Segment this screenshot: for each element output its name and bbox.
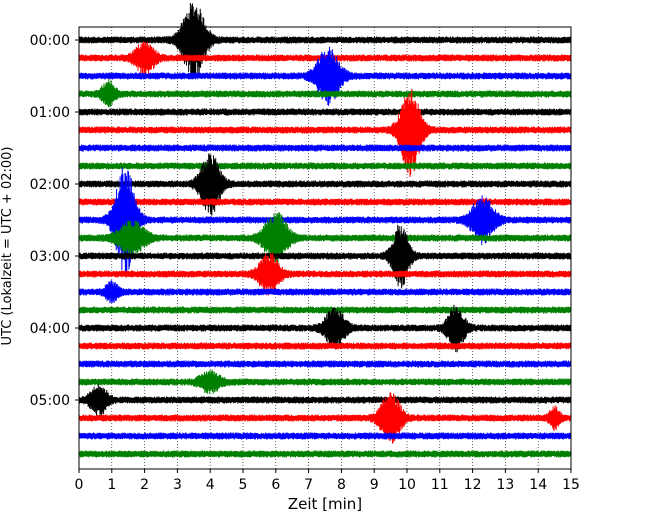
trace-0515: [78, 392, 572, 444]
trace-0315: [78, 253, 572, 296]
trace-0500: [78, 384, 572, 418]
y-tick-label: 02:00: [30, 177, 70, 193]
trace-0230: [78, 167, 572, 275]
x-tick-label: 14: [529, 477, 547, 493]
x-tick-label: 1: [107, 477, 116, 493]
x-axis-label: Zeit [min]: [288, 495, 362, 513]
x-ticks: 0 1 2 3 4 5 6 7 8 9 10 11 12 13 14 15: [75, 469, 580, 493]
y-ticks: 00:00 01:00 02:00 03:00 04:00 05:00: [30, 33, 79, 409]
trace-0430: [78, 360, 572, 368]
y-axis-label: UTC (Lokalzeit = UTC + 02:00): [0, 147, 15, 346]
trace-0400: [78, 304, 572, 353]
trace-0300: [78, 224, 572, 289]
trace-0445: [78, 369, 572, 394]
x-tick-label: 12: [464, 477, 482, 493]
trace-0245: [78, 212, 572, 264]
x-tick-label: 9: [370, 477, 379, 493]
trace-0545: [78, 450, 572, 458]
x-tick-label: 4: [206, 477, 215, 493]
trace-0415: [78, 342, 572, 350]
x-tick-label: 11: [431, 477, 449, 493]
y-tick-label: 01:00: [30, 105, 70, 121]
x-tick-label: 3: [173, 477, 182, 493]
x-tick-label: 10: [398, 477, 416, 493]
plot-frame: [78, 26, 572, 470]
trace-0345: [78, 306, 572, 314]
trace-0100: [78, 108, 572, 116]
trace-0130: [78, 144, 572, 152]
trace-0330: [78, 280, 572, 304]
x-tick-label: 2: [140, 477, 149, 493]
x-tick-label: 15: [562, 477, 580, 493]
y-tick-label: 04:00: [30, 321, 70, 337]
trace-0530: [78, 432, 572, 440]
x-tick-label: 8: [337, 477, 346, 493]
x-tick-label: 5: [239, 477, 248, 493]
trace-0200: [78, 153, 572, 216]
trace-0145: [78, 162, 572, 170]
trace-0115: [78, 88, 572, 178]
y-tick-label: 00:00: [30, 33, 70, 49]
plot-area-background: [79, 27, 571, 469]
trace-0045: [78, 78, 572, 108]
x-tick-label: 13: [496, 477, 514, 493]
x-tick-label: 7: [304, 477, 313, 493]
x-tick-label: 6: [271, 477, 280, 493]
trace-0000: [78, 3, 572, 80]
y-tick-label: 05:00: [30, 393, 70, 409]
x-tick-label: 0: [75, 477, 84, 493]
traces: [78, 3, 572, 458]
y-tick-label: 03:00: [30, 249, 70, 265]
